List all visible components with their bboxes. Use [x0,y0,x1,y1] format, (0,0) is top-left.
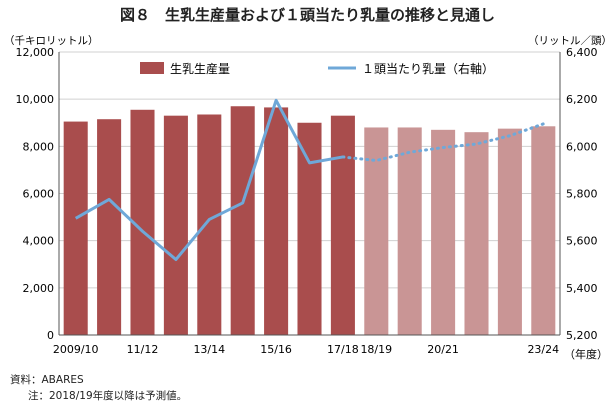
y-tick-label: 8,000 [23,140,55,153]
x-tick-label: 13/14 [193,343,225,356]
y2-tick-label: 5,400 [566,282,598,295]
axes: 0 5,200 2,000 5,400 4,000 5,600 6,000 5,800 8,00… [16,46,598,356]
legend-label-bar: 生乳生産量 [170,61,230,76]
bar [531,126,556,335]
source-text: 資料：ABARES [10,374,84,386]
y2-tick-label: 6,200 [566,93,598,106]
bar-series [63,106,556,336]
legend: 生乳生産量 １頭当たり乳量（右軸） [140,61,494,76]
bar [230,106,255,335]
bar [197,114,222,335]
note-text: 注：2018/19年度以降は予測値。 [28,390,188,402]
chart-svg: （千キロリットル） （リットル／頭） 0 5,200 2,000 5,400 4,000… [4,35,612,361]
series-line-forecast [341,122,545,163]
x-tick-label: 17/18 [327,343,359,356]
x-tick-label: 23/24 [527,343,559,356]
series-line-actual [74,98,344,262]
y-tick-label: 2,000 [23,282,55,295]
legend-label-line: １頭当たり乳量（右軸） [362,61,494,76]
y2-tick-label: 5,600 [566,235,598,248]
x-tick-label: 15/16 [260,343,292,356]
y-tick-label: 10,000 [16,93,55,106]
y2-tick-label: 6,000 [566,140,598,153]
footer: 資料：ABARES 注：2018/19年度以降は予測値。 [10,372,187,404]
bar [163,115,188,335]
y-tick-label: 12,000 [16,46,55,59]
right-axis-unit: （リットル／頭） [528,35,612,47]
y2-tick-label: 5,200 [566,329,598,342]
x-tick-label: 18/19 [360,343,392,356]
x-tick-label: 20/21 [427,343,459,356]
bar [63,121,88,335]
bar [497,128,522,335]
bar [397,127,422,335]
y-tick-label: 4,000 [23,235,55,248]
bar [297,122,322,335]
y-tick-label: 0 [47,329,54,342]
bar [431,129,456,335]
bar [264,107,289,335]
legend-swatch-bar [140,62,164,74]
bar [97,119,122,336]
left-axis-unit: （千キロリットル） [4,35,99,47]
bar [464,132,489,335]
x-axis-unit: （年度） [564,347,608,361]
y2-tick-label: 6,400 [566,46,598,59]
y2-tick-label: 5,800 [566,188,598,201]
bar [364,127,389,335]
x-tick-label: 11/12 [127,343,159,356]
x-tick-label: 2009/10 [53,343,99,356]
chart-title: 図８ 生乳生産量および１頭当たり乳量の推移と見通し [119,6,495,24]
y-tick-label: 6,000 [23,188,55,201]
line-series [74,98,545,262]
bar [330,115,355,335]
